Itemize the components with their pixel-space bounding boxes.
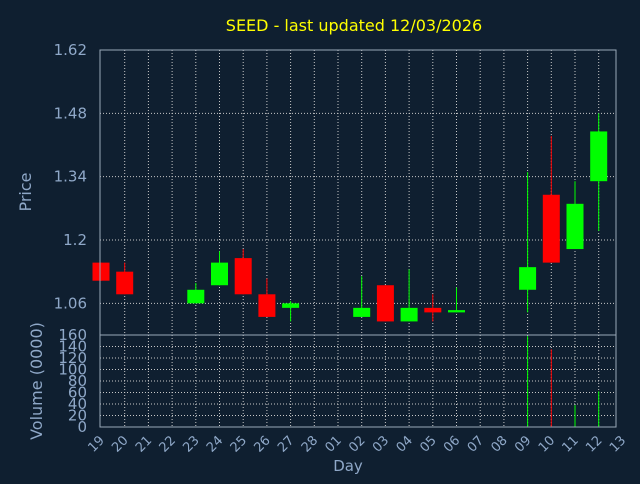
x-tick-label: 06 [441, 433, 463, 455]
candles-group [92, 113, 608, 322]
candle-body [234, 258, 252, 295]
volume-axis-label: Volume (0000) [27, 322, 46, 440]
volume-tick-label: 120 [58, 349, 87, 367]
x-tick-label: 24 [204, 433, 226, 455]
x-tick-labels: 19 20 21 22 23 24 25 26 27 28 01 02 03 04 05 06 07 08 09 10… [86, 433, 630, 455]
volume-tick-label: 100 [58, 361, 87, 379]
volume-tick-label: 40 [68, 395, 87, 413]
candle-body [187, 289, 205, 304]
x-tick-label: 11 [560, 433, 582, 455]
price-tick-label: 1.34 [54, 168, 87, 186]
volume-tick-label: 20 [68, 407, 87, 425]
volume-tick-label: 60 [68, 384, 87, 402]
price-tick-label: 1.06 [54, 294, 87, 312]
candle-body [448, 310, 465, 313]
volume-tick-label: 140 [58, 338, 87, 356]
y-axis-label: Price [16, 172, 35, 211]
x-tick-label: 28 [299, 433, 321, 455]
x-tick-label: 25 [228, 433, 250, 455]
candle-body [590, 131, 608, 182]
candle-body [353, 307, 371, 317]
x-tick-label: 08 [488, 433, 510, 455]
x-tick-label: 27 [275, 433, 297, 455]
x-tick-label: 09 [512, 433, 534, 455]
x-tick-label: 10 [536, 433, 558, 455]
x-tick-label: 07 [465, 433, 487, 455]
x-tick-label: 05 [417, 433, 439, 455]
x-tick-label: 12 [583, 433, 605, 455]
x-axis-label: Day [333, 457, 363, 475]
candle-body [116, 271, 134, 295]
volume-panel-frame [99, 334, 617, 428]
candle-body [424, 307, 442, 313]
volume-bars-group [527, 336, 600, 427]
x-tick-label: 20 [109, 433, 131, 455]
x-tick-label: 22 [157, 433, 179, 455]
x-tick-label: 01 [323, 433, 345, 455]
x-tick-label: 04 [394, 433, 416, 455]
price-tick-labels: 1.62 1.48 1.34 1.2 1.06 [54, 41, 87, 312]
price-tick-label: 1.48 [54, 104, 87, 122]
candle-body [542, 194, 560, 263]
candle-body [211, 262, 228, 286]
x-tick-label: 23 [180, 433, 202, 455]
candle-body [566, 203, 584, 250]
price-panel-frame [99, 49, 617, 336]
volume-tick-label: 80 [68, 372, 87, 390]
price-tick-label: 1.2 [63, 231, 87, 249]
candle-body [519, 267, 537, 290]
volume-grid [100, 335, 616, 427]
x-tick-label: 03 [370, 433, 392, 455]
volume-tick-label: 160 [58, 326, 87, 344]
x-tick-label: 21 [133, 433, 155, 455]
candle-body [92, 262, 110, 281]
volume-tick-label: 0 [77, 418, 87, 436]
candle-body [258, 294, 276, 317]
chart-title: SEED - last updated 12/03/2026 [226, 16, 482, 35]
x-tick-label: 02 [346, 433, 368, 455]
candle-body [376, 285, 394, 322]
price-grid [100, 49, 616, 335]
price-tick-label: 1.62 [54, 41, 87, 59]
candle-body [400, 307, 418, 322]
x-tick-label: 26 [251, 433, 273, 455]
candle-body [282, 303, 300, 308]
x-tick-label: 13 [607, 433, 629, 455]
x-tick-label: 19 [86, 433, 108, 455]
